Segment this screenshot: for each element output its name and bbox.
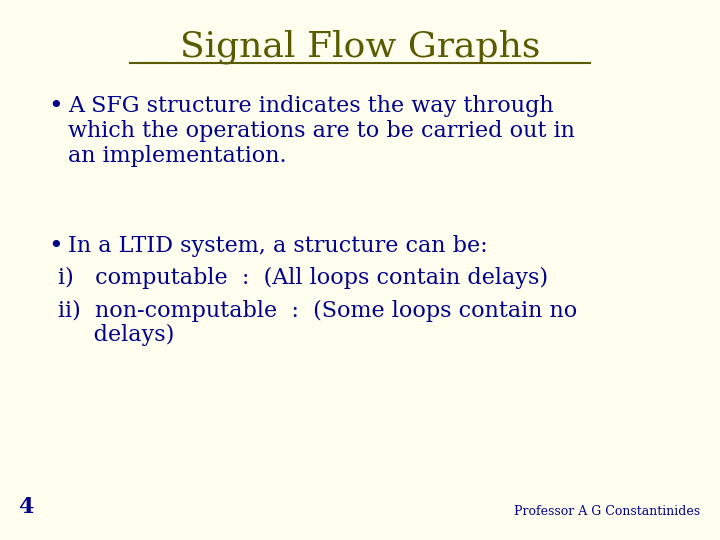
Text: an implementation.: an implementation. — [68, 145, 287, 167]
Text: Professor A G Constantinides: Professor A G Constantinides — [514, 505, 700, 518]
Text: •: • — [48, 95, 63, 118]
Text: 4: 4 — [18, 496, 33, 518]
Text: ii)  non-computable  :  (Some loops contain no: ii) non-computable : (Some loops contain… — [58, 300, 577, 322]
Text: delays): delays) — [58, 325, 174, 346]
Text: which the operations are to be carried out in: which the operations are to be carried o… — [68, 120, 575, 142]
Text: i)   computable  :  (All loops contain delays): i) computable : (All loops contain delay… — [58, 267, 548, 289]
Text: Signal Flow Graphs: Signal Flow Graphs — [180, 30, 540, 64]
Text: In a LTID system, a structure can be:: In a LTID system, a structure can be: — [68, 235, 487, 257]
Text: •: • — [48, 235, 63, 258]
Text: A SFG structure indicates the way through: A SFG structure indicates the way throug… — [68, 95, 554, 117]
